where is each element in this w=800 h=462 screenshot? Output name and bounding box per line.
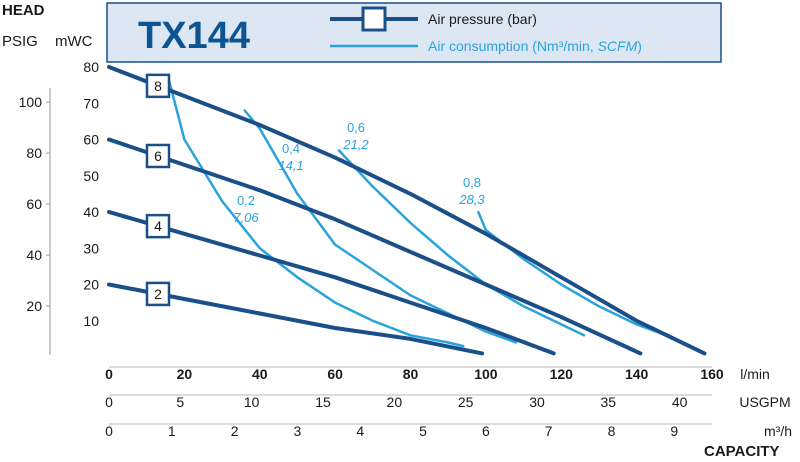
pressure-label-6: 6 [154,148,162,164]
consumption-curve-0-6 [337,149,586,337]
mwc-tick-label: 80 [83,59,99,75]
usgpm-tick-label: 30 [529,394,545,410]
pressure-line-8 [107,65,707,356]
mwc-tick-label: 40 [83,204,99,220]
m3h-tick-label: 6 [482,423,490,439]
title-box [106,2,722,63]
title-panel: TX144 Air pressure (bar) Air consumption… [106,2,722,63]
consumption-curve-0-8 [477,210,669,337]
m3h-unit-label: m³/h [764,423,792,439]
plot-labels: 8 6 4 2 0,2 7,06 0,4 14,1 0,6 21,2 0,8 28,3 [145,73,485,307]
head-label: HEAD [2,2,45,19]
usgpm-tick-label: 10 [244,394,260,410]
lmin-tick-label: 140 [625,366,649,382]
legend: Air pressure (bar) Air consumption (Nm³/… [330,6,642,54]
psig-tick-label: 40 [26,247,42,263]
legend-consumption-prefix: Air consumption (Nm³/min, [428,38,598,54]
psig-tick-label: 60 [26,196,42,212]
plot-lines [107,65,707,356]
mwc-tick-label: 20 [83,277,99,293]
mwc-tick-label: 50 [83,168,99,184]
m3h-tick-label: 8 [608,423,616,439]
usgpm-tick-label: 0 [105,394,113,410]
pressure-box-8 [145,73,171,99]
m3h-tick-label: 3 [294,423,302,439]
lmin-unit-label: l/min [740,366,770,382]
legend-consumption-italic: SCFM [598,38,638,54]
usgpm-tick-label: 40 [672,394,688,410]
usgpm-tick-label: 35 [601,394,617,410]
lmin-tick-label: 0 [105,366,113,382]
lmin-tick-label: 20 [177,366,193,382]
m3h-tick-label: 4 [356,423,364,439]
usgpm-tick-label: 20 [387,394,403,410]
pressure-label-2: 2 [154,286,162,302]
pressure-label-8: 8 [154,78,162,94]
consumption-label-scfm: 14,1 [278,158,303,173]
m3h-tick-label: 9 [670,423,678,439]
pressure-box-6 [145,143,171,169]
pressure-line-6 [107,137,643,356]
lmin-tick-label: 120 [550,366,574,382]
mwc-tick-label: 60 [83,132,99,148]
consumption-label-nm3: 0,4 [282,141,300,156]
m3h-tick-label: 5 [419,423,427,439]
legend-consumption-suffix: ) [637,38,642,54]
psig-tick-label: 100 [19,94,43,110]
m3h-tick-label: 0 [105,423,113,439]
consumption-label-scfm: 7,06 [233,210,259,225]
lmin-tick-label: 60 [327,366,343,382]
m3h-tick-label: 7 [545,423,553,439]
lmin-tick-label: 40 [252,366,268,382]
m3h-tick-label: 2 [231,423,239,439]
usgpm-tick-label: 15 [315,394,331,410]
lmin-tick-label: 100 [474,366,498,382]
psig-tick-label: 80 [26,145,42,161]
usgpm-tick-label: 25 [458,394,474,410]
model-title: TX144 [138,15,250,57]
usgpm-unit-label: USGPM [739,394,790,410]
lmin-tick-label: 160 [700,366,724,382]
m3h-tick-label: 1 [168,423,176,439]
pressure-label-4: 4 [154,218,162,234]
legend-pressure-box [361,6,387,32]
mwc-tick-label: 10 [83,313,99,329]
pressure-box-2 [145,281,171,307]
mwc-tick-label: 70 [83,95,99,111]
usgpm-tick-label: 5 [176,394,184,410]
lmin-tick-label: 80 [403,366,419,382]
consumption-label-scfm: 21,2 [342,137,369,152]
consumption-label-nm3: 0,6 [347,120,365,135]
pressure-line-4 [107,210,556,356]
mwc-label: mWC [55,33,93,50]
psig-label: PSIG [2,33,38,50]
consumption-label-nm3: 0,2 [237,193,255,208]
consumption-label-scfm: 28,3 [458,192,485,207]
psig-tick-label: 20 [26,298,42,314]
legend-consumption-label: Air consumption (Nm³/min, SCFM) [428,38,642,54]
pressure-box-4 [145,213,171,239]
mwc-tick-label: 30 [83,240,99,256]
legend-pressure-label: Air pressure (bar) [428,11,537,27]
capacity-label: CAPACITY [704,443,780,460]
consumption-label-nm3: 0,8 [463,175,481,190]
pressure-line-2 [107,282,485,356]
